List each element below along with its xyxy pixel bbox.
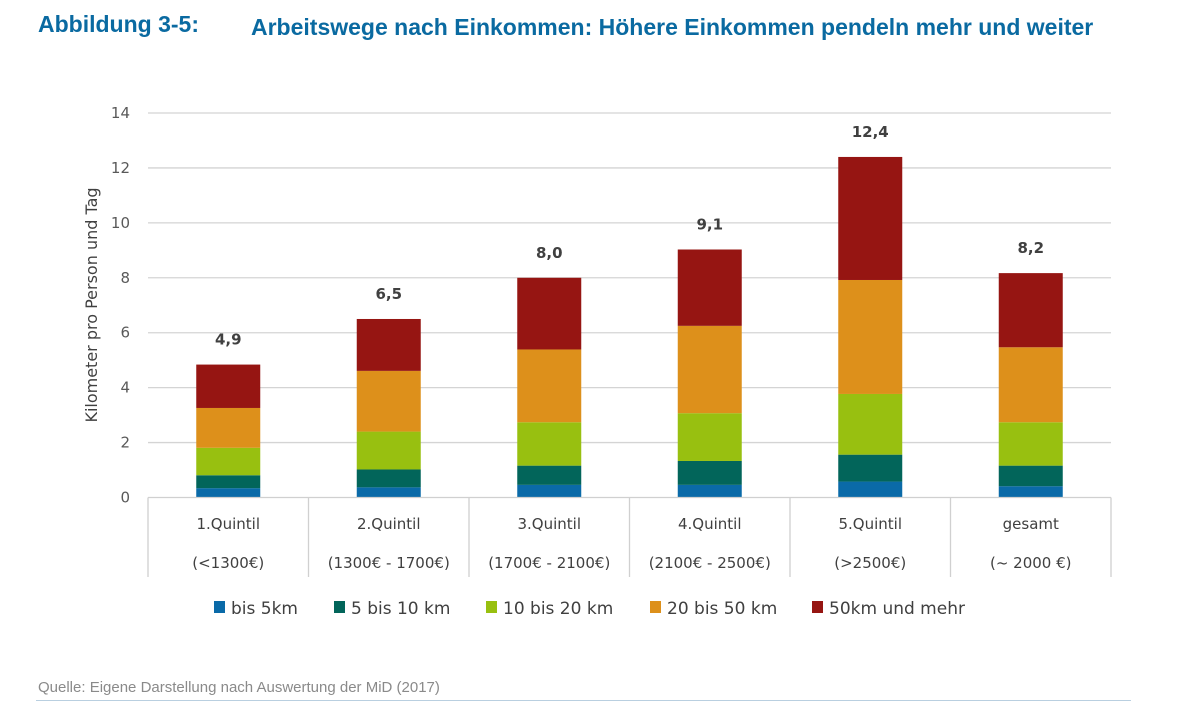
total-label: 8,2 <box>1017 239 1044 257</box>
bar-segment <box>517 349 582 423</box>
gridlines <box>148 112 1111 444</box>
legend-swatch <box>214 601 225 613</box>
bar-segment <box>677 249 742 326</box>
bar-segment <box>356 431 421 470</box>
y-tick-label: 6 <box>120 324 130 342</box>
bar-segment <box>517 484 582 498</box>
bar-segment <box>998 465 1063 487</box>
legend-label: 10 bis 20 km <box>503 599 613 619</box>
category-label: 4.Quintil <box>678 515 742 533</box>
category-sublabel: (~ 2000 €) <box>990 554 1072 572</box>
source-note: Quelle: Eigene Darstellung nach Auswertu… <box>38 679 440 696</box>
bar-segment <box>838 279 903 394</box>
bar-segment <box>998 422 1063 466</box>
category-label: 2.Quintil <box>357 515 421 533</box>
y-tick-label: 2 <box>120 434 130 452</box>
figure-label: Abbildung 3-5: <box>38 11 199 37</box>
category-label: 5.Quintil <box>838 515 902 533</box>
legend-label: 20 bis 50 km <box>667 599 777 619</box>
figure-title: Arbeitswege nach Einkommen: Höhere Einko… <box>251 14 1094 40</box>
bar-segment <box>677 460 742 485</box>
stacked-bar-chart: 0 2 4 6 8 10 12 14 Kilometer pro Person und Tag… <box>82 104 1112 619</box>
bar-segment <box>356 487 421 498</box>
bar-segment <box>677 325 742 414</box>
bar-segment <box>998 486 1063 498</box>
legend-label: 50km und mehr <box>829 599 965 619</box>
total-label: 6,5 <box>375 285 402 303</box>
bar-segment <box>356 318 421 371</box>
y-tick-label: 14 <box>111 104 130 122</box>
legend-swatch <box>812 601 823 613</box>
legend-label: 5 bis 10 km <box>351 599 450 619</box>
total-label: 12,4 <box>852 123 889 141</box>
y-tick-label: 12 <box>111 159 130 177</box>
category-sublabel: (1700€ - 2100€) <box>488 554 610 572</box>
category-label: 3.Quintil <box>517 515 581 533</box>
category-sublabel: (1300€ - 1700€) <box>328 554 450 572</box>
bars <box>196 156 1063 498</box>
bar-segment <box>356 469 421 488</box>
y-tick-label: 4 <box>120 379 130 397</box>
x-axis-table: 1.Quintil (<1300€) 2.Quintil (1300€ - 1700€… <box>147 496 1112 577</box>
bar-segment <box>196 488 261 498</box>
bar-segment <box>517 277 582 350</box>
bar-segment <box>677 484 742 498</box>
y-tick-label: 10 <box>111 214 130 232</box>
bar-segment <box>838 481 903 498</box>
bar-segment <box>838 156 903 280</box>
bar-segment <box>196 407 261 448</box>
category-label: gesamt <box>1003 515 1059 533</box>
y-tick-label: 0 <box>120 489 130 507</box>
legend-label: bis 5km <box>231 599 298 619</box>
total-label: 4,9 <box>215 331 242 349</box>
legend-swatch <box>486 601 497 613</box>
y-tick-label: 8 <box>120 269 130 287</box>
y-axis-ticks: 0 2 4 6 8 10 12 14 <box>111 104 130 507</box>
category-label: 1.Quintil <box>196 515 260 533</box>
bar-segment <box>838 454 903 482</box>
bar-segment <box>196 475 261 489</box>
bar-segment <box>196 447 261 476</box>
bar-segment <box>998 273 1063 348</box>
bar-segment <box>517 465 582 485</box>
y-axis-label: Kilometer pro Person und Tag <box>82 187 101 422</box>
bar-segment <box>356 370 421 432</box>
legend-swatch <box>650 601 661 613</box>
legend-swatch <box>334 601 345 613</box>
legend: bis 5km 5 bis 10 km 10 bis 20 km 20 bis 50 … <box>214 599 965 619</box>
bar-segment <box>677 413 742 461</box>
category-sublabel: (<1300€) <box>192 554 264 572</box>
bar-segment <box>196 364 261 408</box>
bar-segment <box>517 422 582 466</box>
bar-segment <box>998 347 1063 423</box>
bar-segment <box>838 393 903 455</box>
source-divider <box>36 700 1131 701</box>
category-sublabel: (>2500€) <box>834 554 906 572</box>
total-label: 9,1 <box>696 215 723 233</box>
data-labels: 4,9 6,5 8,0 9,1 12,4 8,2 <box>215 123 1044 349</box>
total-label: 8,0 <box>536 244 563 262</box>
category-sublabel: (2100€ - 2500€) <box>649 554 771 572</box>
